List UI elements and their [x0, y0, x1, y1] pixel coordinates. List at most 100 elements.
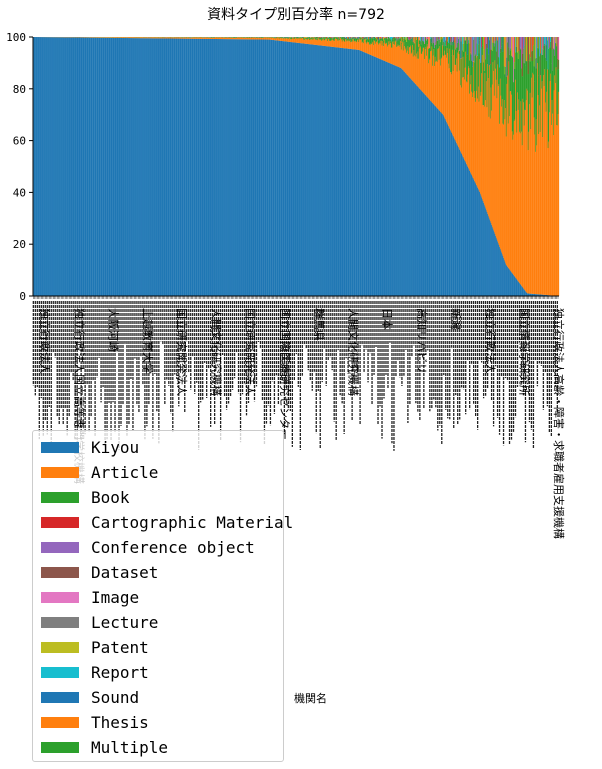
bar-segment-kiyou: [479, 191, 481, 296]
bar-segment-kiyou: [260, 39, 262, 296]
bar-segment-book: [486, 48, 488, 108]
bar-segment-kiyou: [336, 47, 338, 297]
bar-segment-book: [230, 37, 232, 38]
bar-segment-cartographic-material: [533, 37, 534, 46]
bar-segment-book: [379, 39, 380, 43]
bar-segment-book: [295, 37, 297, 38]
bar-segment-book: [525, 61, 527, 101]
bar-segment-kiyou: [295, 42, 297, 296]
bar-segment-kiyou: [392, 64, 394, 296]
bar-segment-article: [348, 39, 350, 49]
bar-segment-kiyou: [166, 38, 168, 297]
bar-segment-article: [176, 37, 178, 39]
bar-segment-article: [232, 37, 234, 40]
bar-segment-kiyou: [54, 37, 56, 296]
bar-segment-article: [471, 91, 473, 176]
bar-segment-dataset: [539, 37, 541, 79]
bar-segment-kiyou: [149, 38, 151, 297]
bar-segment-book: [289, 37, 291, 39]
bar-segment-article: [335, 38, 337, 48]
bar-segment-multiple: [323, 37, 325, 39]
bar-segment-article: [508, 61, 510, 269]
bar-segment-book: [332, 38, 334, 41]
bar-segment-article: [332, 40, 334, 47]
bar-segment-dataset: [410, 37, 412, 40]
bar-segment-kiyou: [240, 39, 242, 297]
bar-segment-kiyou: [387, 62, 389, 296]
bar-segment-sound: [546, 37, 548, 61]
bar-segment-article: [112, 37, 114, 38]
bar-segment-article: [329, 40, 331, 47]
bar-segment-dataset: [317, 37, 319, 39]
bar-segment-dataset: [493, 37, 495, 43]
legend-swatch: [41, 642, 79, 653]
bar-segment-article: [555, 67, 557, 296]
bar-segment-book: [361, 39, 363, 43]
bar-segment-article: [369, 44, 371, 55]
bar-segment-kiyou: [503, 259, 505, 296]
bar-segment-article: [379, 43, 381, 59]
bar-segment-kiyou: [34, 37, 36, 297]
bar-segment-report: [543, 37, 545, 46]
bar-segment-book: [262, 37, 264, 38]
bar-segment-kiyou: [481, 199, 483, 296]
bar-segment-kiyou: [493, 232, 495, 296]
bar-segment-article: [337, 40, 338, 48]
bar-segment-kiyou: [452, 135, 454, 296]
bar-segment-kiyou: [430, 100, 431, 296]
bar-segment-article: [449, 48, 451, 129]
bar-segment-article: [397, 44, 399, 67]
bar-segment-article: [183, 37, 185, 39]
bar-segment-book: [445, 40, 447, 55]
bar-segment-article: [297, 37, 299, 43]
bar-segment-report: [541, 37, 542, 56]
bar-segment-kiyou: [417, 86, 419, 296]
bar-segment-kiyou: [142, 38, 144, 296]
bar-segment-article: [489, 118, 491, 222]
bar-segment-article: [501, 99, 503, 255]
bar-segment-kiyou: [536, 294, 538, 296]
bar-segment-kiyou: [475, 183, 477, 296]
bars-group: [33, 37, 560, 297]
bar-segment-article: [181, 37, 182, 39]
bar-segment-kiyou: [232, 39, 234, 296]
bar-segment-article: [180, 37, 182, 39]
bar-segment-article: [138, 37, 140, 39]
bar-segment-sound: [373, 37, 374, 39]
bar-segment-kiyou: [280, 40, 282, 296]
bar-segment-kiyou: [478, 190, 480, 296]
bar-segment-article: [118, 37, 119, 38]
bar-segment-article: [159, 37, 161, 39]
bar-segment-article: [262, 37, 263, 40]
bar-segment-kiyou: [123, 37, 125, 296]
bar-segment-image: [381, 37, 382, 39]
bar-segment-article: [163, 37, 165, 39]
bar-segment-dataset: [386, 37, 388, 38]
bar-segment-book: [439, 39, 441, 47]
bar-segment-article: [514, 119, 516, 277]
bar-segment-book: [557, 69, 559, 115]
bar-segment-book: [507, 79, 509, 124]
bar-segment-thesis: [340, 37, 342, 38]
bar-segment-patent: [351, 37, 352, 39]
bar-segment-kiyou: [199, 38, 201, 296]
bar-segment-lecture: [531, 37, 532, 52]
bar-segment-book: [319, 37, 321, 40]
bar-segment-dataset: [487, 37, 489, 49]
bar-segment-kiyou: [435, 106, 437, 297]
bar-segment-book: [388, 38, 390, 42]
bar-segment-article: [201, 37, 203, 39]
bar-segment-lecture: [478, 37, 480, 54]
bar-segment-conference-object: [397, 37, 399, 41]
bar-segment-kiyou: [37, 37, 39, 296]
bar-segment-thesis: [394, 37, 396, 39]
bar-segment-article: [450, 72, 451, 131]
bar-segment-book: [470, 52, 471, 85]
bar-segment-image: [332, 37, 334, 39]
bar-segment-sound: [412, 37, 414, 38]
bar-segment-kiyou: [415, 84, 417, 297]
y-tick-label: 0: [19, 290, 26, 303]
bar-segment-book: [283, 37, 285, 39]
bar-segment-article: [523, 102, 524, 289]
bar-segment-kiyou: [146, 38, 148, 296]
